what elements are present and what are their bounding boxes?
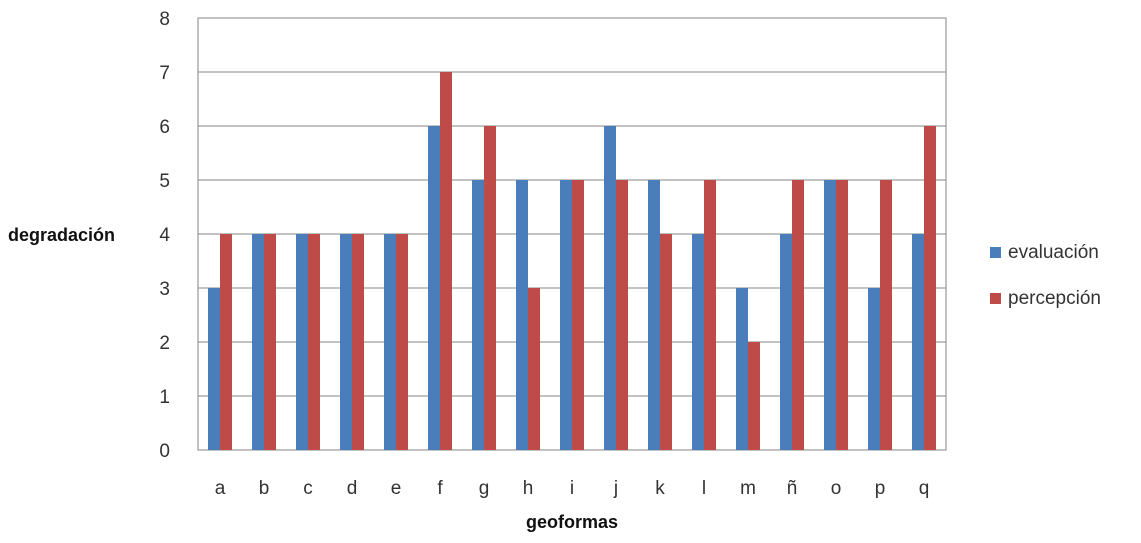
bar-evaluacion — [648, 180, 660, 450]
legend-swatch — [990, 293, 1001, 304]
bar-percepcion — [616, 180, 628, 450]
bar-evaluacion — [252, 234, 264, 450]
bar-percepcion — [308, 234, 320, 450]
bar-percepcion — [704, 180, 716, 450]
bar-percepcion — [836, 180, 848, 450]
bar-evaluacion — [340, 234, 352, 450]
y-tick-label: 2 — [159, 333, 170, 354]
bar-percepcion — [880, 180, 892, 450]
bar-percepcion — [396, 234, 408, 450]
bar-percepcion — [484, 126, 496, 450]
x-tick-label: e — [391, 478, 402, 499]
bar-percepcion — [528, 288, 540, 450]
legend: evaluación percepción — [990, 242, 1101, 309]
bar-percepcion — [924, 126, 936, 450]
x-tick-label: ñ — [787, 478, 798, 499]
legend-label: percepción — [1008, 288, 1101, 309]
bar-evaluacion — [736, 288, 748, 450]
x-tick-label: m — [740, 478, 756, 499]
bar-percepcion — [792, 180, 804, 450]
x-tick-label: d — [347, 478, 358, 499]
bar-percepcion — [440, 72, 452, 450]
x-tick-label: g — [479, 478, 490, 499]
bar-percepcion — [220, 234, 232, 450]
legend-label: evaluación — [1008, 242, 1099, 263]
y-tick-label: 3 — [159, 279, 170, 300]
bar-percepcion — [660, 234, 672, 450]
x-tick-label: l — [702, 478, 706, 499]
x-tick-label: k — [655, 478, 665, 499]
x-axis-title: geoformas — [526, 512, 618, 532]
bar-evaluacion — [296, 234, 308, 450]
x-tick-label: j — [613, 478, 618, 499]
y-tick-label: 0 — [159, 441, 170, 462]
bar-percepcion — [352, 234, 364, 450]
y-axis-title: degradación — [8, 225, 115, 245]
y-tick-label: 7 — [159, 63, 170, 84]
bar-evaluacion — [428, 126, 440, 450]
x-tick-label: b — [259, 478, 270, 499]
x-tick-label: p — [875, 478, 886, 499]
bar-evaluacion — [208, 288, 220, 450]
y-tick-label: 8 — [159, 9, 170, 30]
x-tick-label: q — [919, 478, 930, 499]
bar-evaluacion — [824, 180, 836, 450]
bar-percepcion — [748, 342, 760, 450]
y-tick-label: 1 — [159, 387, 170, 408]
bar-percepcion — [264, 234, 276, 450]
bar-evaluacion — [560, 180, 572, 450]
y-tick-label: 6 — [159, 117, 170, 138]
x-tick-label: a — [215, 478, 226, 499]
bar-evaluacion — [384, 234, 396, 450]
legend-swatch — [990, 247, 1001, 258]
y-tick-label: 4 — [159, 225, 170, 246]
bar-evaluacion — [912, 234, 924, 450]
x-tick-label: h — [523, 478, 534, 499]
bar-evaluacion — [868, 288, 880, 450]
bar-evaluacion — [692, 234, 704, 450]
x-tick-label: o — [831, 478, 842, 499]
x-tick-label: c — [303, 478, 313, 499]
y-tick-label: 5 — [159, 171, 170, 192]
bars — [208, 72, 936, 450]
bar-evaluacion — [472, 180, 484, 450]
bar-evaluacion — [780, 234, 792, 450]
bar-evaluacion — [604, 126, 616, 450]
x-tick-label: i — [570, 478, 574, 499]
y-axis-ticks: 0 1 2 3 4 5 6 7 8 — [159, 9, 170, 462]
bar-percepcion — [572, 180, 584, 450]
x-tick-label: f — [437, 478, 443, 499]
bar-evaluacion — [516, 180, 528, 450]
